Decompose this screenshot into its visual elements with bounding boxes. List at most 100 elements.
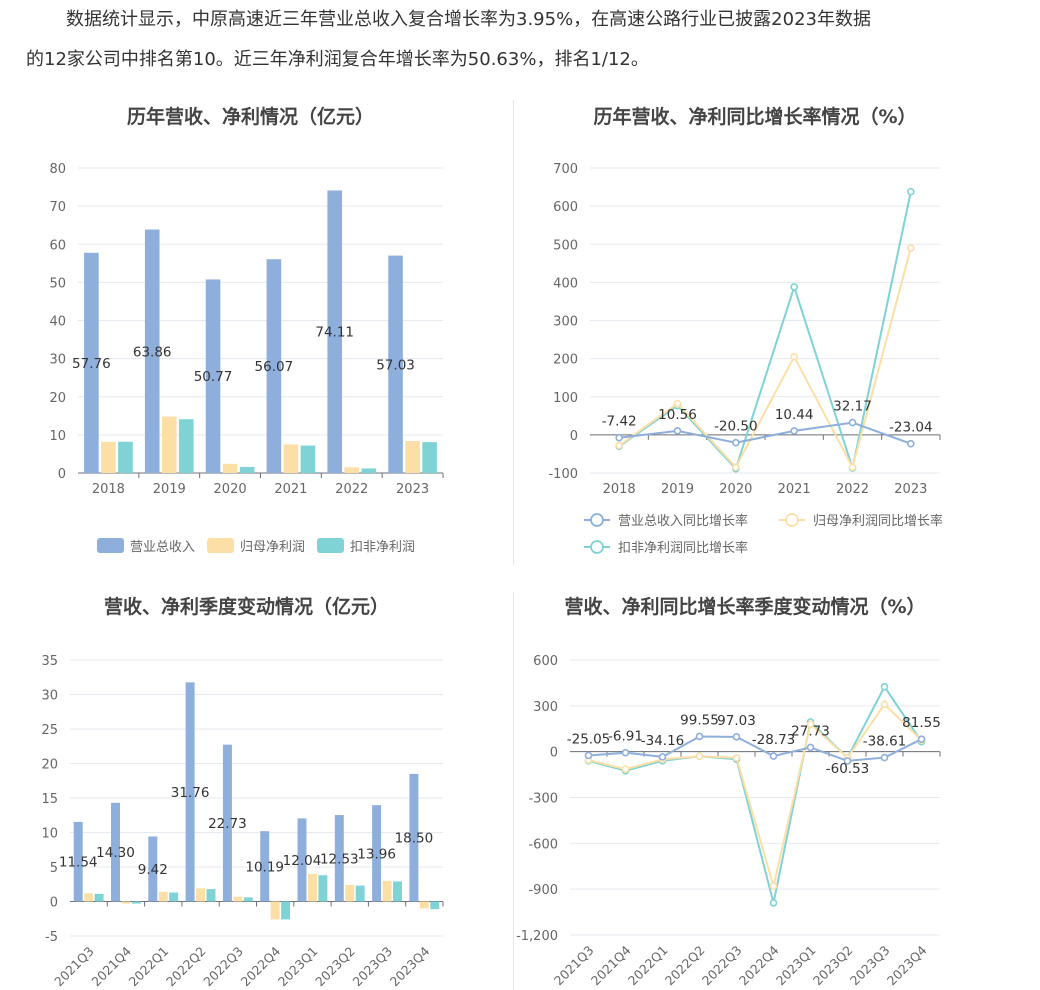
qgrowth-xtick-label: 2022Q3 (699, 943, 745, 989)
quarterly-bar (334, 815, 344, 902)
qgrowth-xtick-label: 2022Q4 (736, 942, 782, 988)
growth-point (848, 418, 857, 427)
quarterly-bar (185, 682, 195, 902)
qgrowth-data-label: 97.03 (717, 713, 756, 729)
annual-data-label: 57.76 (72, 356, 111, 372)
qgrowth-data-label: -34.16 (641, 733, 685, 749)
quarterly-bar (84, 893, 94, 902)
qgrowth-xtick-label: 2023Q4 (884, 942, 930, 988)
quarterly-xtick-label: 2021Q3 (51, 944, 97, 990)
quarterly-data-label: 22.73 (208, 816, 247, 832)
qgrowth-ytick-label: -300 (528, 792, 558, 807)
annual-xtick-label: 2021 (274, 482, 307, 497)
growth-legend-marker (590, 540, 604, 554)
annual-bar (422, 442, 437, 473)
quarterly-bar (148, 836, 158, 902)
qgrowth-point (732, 753, 741, 762)
chart-annual-revenue-profit: 历年营收、净利情况（亿元） 0 10 20 30 40 50 60 70 80 2018 2019 20… (49, 105, 444, 555)
growth-legend-label: 归母净利润同比增长率 (813, 513, 943, 529)
qgrowth-point (806, 720, 815, 728)
qgrowth-point (658, 753, 667, 761)
annual-legend-swatch (317, 538, 344, 553)
growth-data-label: -23.04 (889, 420, 933, 436)
qgrowth-xtick-label: 2023Q2 (810, 943, 856, 989)
quarterly-ytick-label: 20 (41, 758, 58, 773)
annual-bar (222, 463, 238, 473)
quarterly-bar (243, 897, 253, 902)
quarterly-data-label: 18.50 (395, 831, 434, 847)
growth-series-line (618, 191, 912, 472)
growth-ytick-label: -100 (548, 467, 578, 482)
qgrowth-series-line (588, 735, 922, 762)
quarterly-xtick-label: 2023Q1 (275, 944, 321, 990)
quarterly-xtick-label: 2022Q1 (126, 944, 172, 990)
annual-data-label: 56.07 (255, 359, 294, 375)
panel-divider-bottom (513, 592, 514, 990)
annual-bar (118, 441, 133, 473)
quarterly-ytick-label: 25 (41, 723, 58, 738)
growth-legend-label: 营业总收入同比增长率 (618, 513, 748, 529)
qgrowth-point (584, 751, 593, 760)
qgrowth-data-label: 99.55 (680, 712, 719, 728)
growth-ytick-label: 400 (553, 276, 578, 291)
quarterly-bar (430, 901, 440, 910)
quarterly-bar (372, 805, 382, 902)
annual-data-label: 50.77 (194, 369, 233, 385)
growth-point (907, 439, 915, 448)
growth-xtick-label: 2018 (603, 482, 636, 497)
quarterly-data-label: 11.54 (59, 855, 98, 871)
quarterly-data-label: 14.30 (96, 845, 135, 861)
quarterly-bar (111, 802, 120, 902)
qgrowth-data-label: -6.91 (608, 729, 643, 745)
quarterly-xtick-label: 2023Q2 (312, 944, 358, 990)
quarterly-data-label: 9.42 (138, 862, 168, 878)
qgrowth-ytick-label: -900 (528, 883, 558, 898)
annual-data-label: 74.11 (315, 325, 354, 341)
intro-line-1: 数据统计显示，中原高速近三年营业总收入复合增长率为3.95%，在高速公路行业已披… (66, 9, 871, 30)
growth-xtick-label: 2023 (894, 482, 927, 497)
chart-quarterly-revenue-profit: 营收、净利季度变动情况（亿元）-5051015202530352021Q3202… (41, 595, 444, 990)
annual-ytick-label: 40 (49, 315, 66, 330)
quarterly-bar (297, 818, 307, 902)
quarterly-xtick-label: 2023Q3 (349, 944, 395, 990)
quarterly-ytick-label: 15 (41, 792, 58, 807)
annual-legend-label: 营业总收入 (130, 540, 195, 555)
annual-bar (344, 467, 360, 473)
qgrowth-point (880, 682, 889, 691)
quarterly-bar (233, 896, 243, 902)
growth-point (673, 399, 682, 408)
annual-legend-swatch (97, 538, 124, 553)
growth-legend-marker (590, 513, 604, 527)
quarterly-data-label: 31.76 (171, 785, 210, 801)
quarterly-bar (382, 880, 392, 902)
quarterly-xtick-label: 2021Q4 (88, 943, 134, 989)
annual-data-label: 57.03 (376, 357, 415, 373)
quarterly-bar (158, 891, 168, 902)
quarterly-title: 营收、净利季度变动情况（亿元） (104, 595, 389, 618)
annual-legend-swatch (207, 538, 234, 553)
quarterly-ytick-label: 0 (50, 896, 58, 911)
annual-bar (283, 444, 299, 473)
quarterly-data-label: 12.53 (320, 851, 359, 867)
growth-point (790, 427, 798, 435)
quarterly-bar (281, 901, 291, 920)
annual-bar (84, 252, 99, 473)
growth-xtick-label: 2022 (836, 482, 869, 497)
annual-title: 历年营收、净利情况（亿元） (127, 105, 374, 128)
annual-bar (178, 419, 194, 473)
growth-data-label: 32.17 (833, 399, 872, 415)
annual-bar (101, 441, 116, 473)
qgrowth-ytick-label: -600 (528, 837, 558, 852)
qgrowth-ytick-label: 300 (533, 700, 558, 715)
annual-ytick-label: 10 (49, 429, 66, 444)
annual-ytick-label: 60 (49, 238, 66, 253)
quarterly-bar (131, 901, 141, 904)
annual-xtick-label: 2018 (92, 482, 125, 497)
growth-point (907, 187, 915, 196)
qgrowth-xtick-label: 2022Q1 (625, 943, 671, 989)
quarterly-bar (393, 881, 402, 902)
annual-bar (388, 255, 403, 473)
qgrowth-point (880, 753, 889, 762)
growth-ytick-label: 300 (553, 315, 578, 330)
quarterly-bar (73, 821, 83, 902)
